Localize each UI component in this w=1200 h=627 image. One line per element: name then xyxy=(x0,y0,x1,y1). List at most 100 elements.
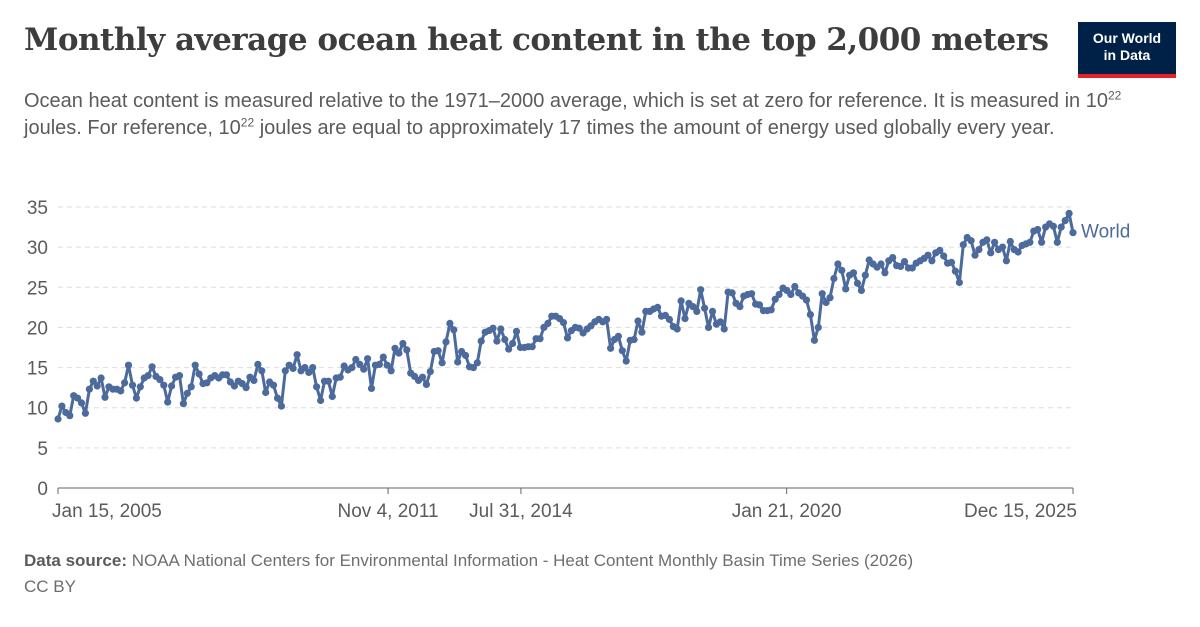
data-point xyxy=(814,323,822,331)
data-point xyxy=(305,368,313,376)
x-tick-label-3: Jan 21, 2020 xyxy=(732,501,842,522)
y-tick-label-35: 35 xyxy=(27,198,48,219)
data-point xyxy=(273,394,282,402)
data-point xyxy=(861,271,869,279)
data-point xyxy=(418,373,427,381)
chart-title: Monthly average ocean heat content in th… xyxy=(24,22,1049,58)
data-point xyxy=(101,393,109,401)
data-point xyxy=(975,246,983,254)
y-tick-label-5: 5 xyxy=(37,439,48,460)
data-point xyxy=(367,384,376,392)
subtitle-exponent-2: 22 xyxy=(240,115,255,130)
data-point xyxy=(1034,225,1042,234)
data-point xyxy=(697,286,705,294)
y-tick-label-25: 25 xyxy=(27,278,48,299)
data-point xyxy=(900,258,909,266)
data-point xyxy=(360,365,368,373)
data-point xyxy=(293,351,301,359)
data-point xyxy=(473,359,481,367)
data-point xyxy=(810,336,819,344)
data-point xyxy=(58,402,66,410)
x-axis: Jan 15, 2005 Nov 4, 2011 Jul 31, 2014 Jan 2… xyxy=(52,487,1077,522)
data-point xyxy=(85,385,93,393)
data-point xyxy=(164,398,172,406)
data-point xyxy=(928,257,936,265)
data-point xyxy=(508,339,517,348)
data-point xyxy=(269,381,278,389)
y-axis-ticks: 0 5 10 15 20 25 30 35 xyxy=(27,198,48,500)
data-point xyxy=(654,303,662,311)
series-world xyxy=(54,209,1077,423)
data-point xyxy=(1038,238,1046,246)
data-point xyxy=(748,290,756,298)
subtitle-text-1: Ocean heat content is measured relative … xyxy=(24,90,1108,112)
data-point xyxy=(771,295,779,303)
data-point xyxy=(54,415,62,423)
line-chart: 0 5 10 15 20 25 30 35 Jan 15, 2005 Nov 4, 2011 Ju… xyxy=(27,198,1130,522)
data-point xyxy=(375,360,383,368)
data-point xyxy=(442,338,450,346)
data-point xyxy=(124,361,133,369)
data-point xyxy=(262,388,270,397)
data-point xyxy=(195,370,203,378)
data-point xyxy=(77,399,86,407)
data-point xyxy=(1057,223,1065,231)
data-point xyxy=(665,315,674,323)
data-point xyxy=(936,246,944,254)
data-point xyxy=(1069,229,1077,237)
data-point xyxy=(277,402,285,410)
data-point xyxy=(117,387,125,395)
data-point xyxy=(838,266,846,274)
data-point xyxy=(991,238,999,246)
data-point xyxy=(497,325,505,333)
data-point xyxy=(736,303,744,311)
data-point xyxy=(720,325,728,333)
data-point xyxy=(1049,222,1057,230)
data-point xyxy=(132,394,140,402)
data-point xyxy=(877,260,885,268)
data-point xyxy=(97,374,105,382)
data-point xyxy=(822,298,830,307)
data-point xyxy=(716,318,724,326)
data-point xyxy=(128,381,137,389)
data-point xyxy=(512,327,521,335)
data-point xyxy=(701,304,709,312)
data-point xyxy=(168,382,176,390)
data-point xyxy=(881,269,889,277)
data-point xyxy=(622,357,630,365)
y-tick-label-10: 10 xyxy=(27,399,48,420)
data-point xyxy=(708,307,717,315)
data-point xyxy=(908,264,916,272)
data-point xyxy=(818,290,826,298)
data-point xyxy=(834,260,842,268)
data-point xyxy=(183,389,191,397)
license[interactable]: CC BY xyxy=(24,577,76,596)
data-point xyxy=(317,396,325,405)
data-point xyxy=(559,319,568,327)
data-point xyxy=(955,278,964,287)
data-point xyxy=(998,243,1007,251)
data-point xyxy=(951,267,960,275)
data-point xyxy=(802,296,811,304)
data-point xyxy=(853,279,862,287)
data-point xyxy=(301,364,309,372)
data-point xyxy=(1026,238,1034,246)
x-tick-label-4: Dec 15, 2025 xyxy=(964,501,1077,522)
data-point xyxy=(767,306,775,314)
data-point xyxy=(469,364,477,372)
data-point xyxy=(967,237,975,245)
data-point xyxy=(254,360,262,368)
data-point xyxy=(454,358,462,366)
data-point xyxy=(74,394,82,402)
owid-logo[interactable]: Our World in Data xyxy=(1078,22,1176,78)
data-source-text[interactable]: NOAA National Centers for Environmental … xyxy=(131,551,914,570)
data-point xyxy=(634,317,642,325)
data-point xyxy=(434,347,442,355)
data-point xyxy=(450,326,458,334)
data-point xyxy=(438,359,446,367)
data-point xyxy=(324,377,332,385)
data-point xyxy=(704,323,713,331)
data-point xyxy=(348,364,356,372)
data-point xyxy=(528,343,536,351)
data-point xyxy=(364,355,372,363)
